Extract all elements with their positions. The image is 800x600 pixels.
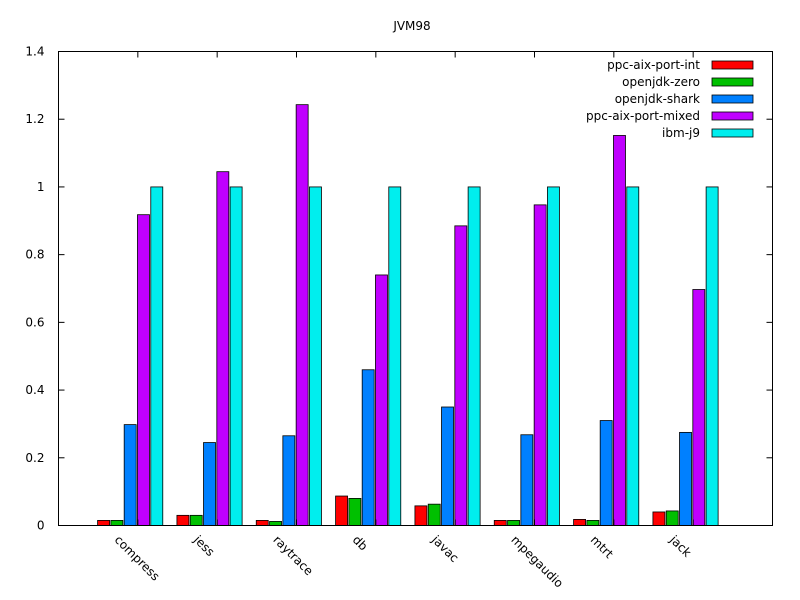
y-tick-label: 0.8 xyxy=(25,248,44,262)
y-tick-label: 0.2 xyxy=(25,451,44,465)
legend: ppc-aix-port-int openjdk-zero openjdk-shar… xyxy=(586,58,754,140)
bar-openjdk-shark-mpegaudio xyxy=(520,434,534,526)
bar-openjdk-shark-javac xyxy=(441,406,454,526)
legend-swatch-ppc-aix-port-mixed xyxy=(711,111,754,121)
x-category-label: raytrace xyxy=(270,533,316,579)
bar-ibm-j9-compress xyxy=(150,186,164,526)
bar-ibm-j9-mtrt xyxy=(626,186,640,526)
bar-ibm-j9-db xyxy=(388,186,402,526)
legend-swatch-openjdk-shark xyxy=(711,94,754,104)
bar-ppc-aix-port-int-mpegaudio xyxy=(493,520,507,526)
bar-ppc-aix-port-mixed-javac xyxy=(454,225,468,526)
y-axis: 0 0.2 0.4 0.6 0.8 1 1.2 1.4 xyxy=(25,45,773,533)
bar-openjdk-shark-compress xyxy=(123,424,137,526)
bar-ppc-aix-port-int-raytrace xyxy=(255,520,269,526)
bar-openjdk-zero-jack xyxy=(665,510,679,526)
legend-swatch-openjdk-zero xyxy=(711,77,754,87)
bar-ppc-aix-port-int-compress xyxy=(97,520,110,526)
bar-ppc-aix-port-int-javac xyxy=(414,505,428,526)
legend-label: ibm-j9 xyxy=(662,126,700,140)
bar-ppc-aix-port-mixed-jess xyxy=(216,171,230,526)
bar-openjdk-shark-jess xyxy=(203,442,216,526)
bar-ibm-j9-jack xyxy=(705,186,719,526)
bar-ibm-j9-javac xyxy=(467,186,481,526)
bar-ppc-aix-port-mixed-mpegaudio xyxy=(533,204,547,526)
chart-title: JVM98 xyxy=(392,19,430,33)
y-tick-label: 0.4 xyxy=(25,383,44,397)
x-category-label: mpegaudio xyxy=(508,533,566,591)
y-tick-label: 0 xyxy=(37,519,45,533)
legend-label: openjdk-shark xyxy=(615,92,700,106)
bar-openjdk-shark-db xyxy=(361,369,375,526)
bar-openjdk-zero-javac xyxy=(427,503,441,526)
bar-openjdk-shark-raytrace xyxy=(282,435,296,526)
legend-swatch-ibm-j9 xyxy=(711,128,754,138)
y-tick-label: 0.6 xyxy=(25,315,44,329)
y-tick-label: 1 xyxy=(37,180,45,194)
legend-swatch-ppc-aix-port-int xyxy=(711,60,754,70)
bar-openjdk-zero-db xyxy=(348,498,362,526)
bar-ppc-aix-port-int-db xyxy=(335,495,348,526)
x-category-label: db xyxy=(350,533,371,554)
x-category-label: compress xyxy=(112,533,163,584)
bar-ppc-aix-port-mixed-mtrt xyxy=(613,135,626,526)
bar-ppc-aix-port-int-jess xyxy=(176,514,190,526)
bar-ppc-aix-port-int-jack xyxy=(652,511,666,526)
legend-label: openjdk-zero xyxy=(622,75,700,89)
bars-group xyxy=(97,104,719,526)
bar-openjdk-zero-mtrt xyxy=(586,520,600,526)
bar-ibm-j9-mpegaudio xyxy=(547,186,560,526)
bar-ibm-j9-raytrace xyxy=(309,186,322,526)
y-tick-label: 1.4 xyxy=(25,45,44,59)
bar-openjdk-zero-jess xyxy=(189,514,203,526)
x-category-label: javac xyxy=(428,532,461,565)
legend-label: ppc-aix-port-int xyxy=(607,58,700,72)
y-tick-label: 1.2 xyxy=(25,112,44,126)
bar-ppc-aix-port-mixed-raytrace xyxy=(295,104,309,526)
bar-ppc-aix-port-mixed-db xyxy=(375,274,388,526)
x-category-label: mtrt xyxy=(588,533,617,562)
x-category-label: jess xyxy=(190,532,217,559)
x-category-label: jack xyxy=(666,532,694,560)
bar-ppc-aix-port-mixed-jack xyxy=(692,289,706,526)
bar-openjdk-zero-compress xyxy=(110,520,124,526)
bar-ibm-j9-jess xyxy=(229,186,243,526)
bar-ppc-aix-port-int-mtrt xyxy=(573,519,586,526)
bar-openjdk-zero-mpegaudio xyxy=(507,520,520,526)
bar-openjdk-shark-jack xyxy=(679,431,692,526)
plot-frame xyxy=(58,51,773,526)
bar-openjdk-zero-raytrace xyxy=(269,521,282,526)
legend-label: ppc-aix-port-mixed xyxy=(586,109,700,123)
bar-ppc-aix-port-mixed-compress xyxy=(137,214,150,526)
bar-openjdk-shark-mtrt xyxy=(599,420,613,526)
